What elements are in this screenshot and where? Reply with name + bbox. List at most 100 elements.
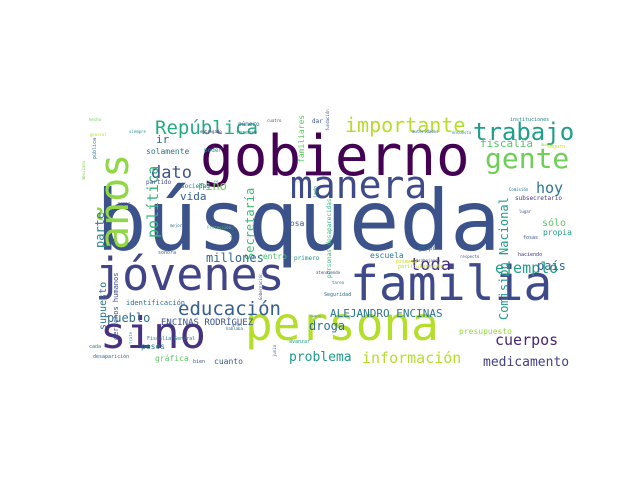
word-entregado: entregado	[200, 129, 222, 134]
word-autoridades: autoridades	[412, 129, 439, 134]
word-informar: informar	[230, 223, 235, 243]
word-sonora: sonora	[158, 250, 176, 256]
word-droga: droga	[309, 319, 345, 333]
word-pueblo: pueblo	[107, 311, 150, 325]
word-forense: forense	[236, 130, 257, 136]
word-seguro: seguro	[547, 144, 565, 150]
word-trabajando: trabajando	[416, 258, 441, 263]
word-personas-desaparecidas: personas desaparecidas	[326, 198, 333, 278]
word-hoy: hoy	[536, 179, 563, 197]
word-busqueda: búsqueda	[96, 172, 501, 270]
word-mayor: mayor	[118, 201, 131, 206]
word-publica: pública	[91, 138, 98, 159]
word-fiscalia: fiscalía	[480, 137, 533, 150]
word-siempre: siempre	[129, 129, 146, 134]
word-sociedad: sociedad	[181, 183, 210, 190]
word-general: general	[90, 132, 107, 137]
word-cambio: cambio	[310, 314, 321, 318]
word-encuesta: encuesta	[452, 130, 472, 135]
word-ir: ir	[156, 133, 170, 146]
word-parte: parte	[93, 212, 107, 248]
word-mexicano: mexicano	[81, 160, 86, 180]
word-trabajo: trabajo	[473, 118, 574, 146]
word-atendiendo: atendiendo	[316, 270, 341, 275]
word-cuerpos: cuerpos	[495, 331, 558, 349]
word-gobernacion: Gobernación	[258, 273, 263, 300]
word-junio: junio	[272, 344, 277, 357]
word-poder: poder	[204, 147, 222, 154]
word-educacion: educación	[178, 298, 281, 320]
word-propia: propia	[543, 228, 572, 237]
word-ejemplo: ejemplo	[495, 259, 558, 277]
word-grafica: gráfica	[155, 354, 189, 363]
word-cada: cada	[89, 344, 101, 350]
word-fosas: fosas	[523, 235, 538, 241]
word-familia: familia	[350, 256, 552, 312]
word-subsecretario: subsecretario	[515, 195, 562, 202]
word-millones: millones	[206, 251, 264, 265]
word-avanzar: avanzar	[289, 339, 310, 345]
word-primero: primero	[294, 255, 320, 262]
word-dar: dar	[312, 118, 323, 125]
word-grupo: grupo	[418, 245, 436, 252]
word-solo: sólo	[542, 217, 566, 229]
word-supuesto: supuesto	[98, 282, 109, 330]
word-presupuesto: presupuesto	[459, 327, 512, 336]
word-gente: gente	[485, 142, 569, 175]
word-comision: Comisión	[509, 187, 529, 192]
word-vida: vida	[180, 190, 207, 203]
word-hecho: hecho	[89, 117, 102, 122]
word-primera: primera	[396, 259, 417, 265]
word-lado: lado	[313, 186, 319, 198]
word-tarea: tarea	[332, 280, 345, 285]
word-solamente: solamente	[146, 147, 190, 156]
word-mucho: mucho	[541, 142, 554, 147]
word-bien: bien	[193, 359, 205, 365]
word-dato: dato	[151, 163, 192, 183]
word-seguridad: Seguridad	[324, 292, 351, 298]
word-encinas-rodriguez: ENCINAS RODRÍGUEZ	[161, 316, 254, 328]
word-importante: importante	[345, 113, 465, 137]
word-medicamento: medicamento	[483, 355, 569, 370]
word-persona: persona	[245, 297, 439, 351]
word-particularmente: particularmente	[398, 264, 443, 270]
word-republica: República	[155, 117, 258, 139]
word-alejandro-encinas: ALEJANDRO ENCINAS	[330, 307, 443, 320]
word-derechos-humanos: derechos humanos	[112, 273, 120, 340]
word-informacion: información	[362, 349, 461, 367]
word-gran: gran	[232, 322, 242, 327]
word-identificacion: identificación	[126, 299, 185, 307]
word-fiscalia-general: Fiscalía General	[147, 335, 195, 342]
word-manera: manera	[290, 163, 427, 207]
word-centro: centro	[258, 252, 287, 261]
word-escuela: escuela	[370, 251, 404, 260]
word-pesos: pesos	[141, 342, 165, 351]
word-desaparicion: desaparición	[93, 353, 129, 360]
word-toda: toda	[410, 255, 451, 275]
word-haciendo: haciendo	[518, 252, 542, 258]
word-partido: partido	[146, 179, 172, 186]
word-secretaria: Secretaría	[243, 188, 257, 260]
word-pais: país	[537, 259, 566, 273]
word-problema: problema	[289, 350, 352, 365]
word-cuatro: cuatro	[267, 118, 282, 123]
word-politica: política	[144, 166, 162, 238]
word-familiares: familiares	[297, 115, 306, 163]
word-proteccion: Protección	[207, 225, 232, 230]
word-anos: años	[92, 154, 138, 250]
word-comision-nacional: Comisión Nacional	[497, 197, 511, 320]
word-jovenes: jóvenes	[95, 248, 285, 301]
word-numero: número	[238, 121, 260, 128]
word-instituciones: instituciones	[510, 117, 549, 123]
word-nino: niño	[198, 179, 227, 193]
word-respecto: respecto	[460, 254, 480, 259]
word-fundacion: fundación	[325, 109, 330, 131]
word-trate: trate	[128, 331, 133, 344]
word-hablaba: hablaba	[226, 326, 243, 331]
word-cuanto: cuanto	[214, 357, 243, 366]
word-cosa: cosa	[285, 219, 304, 228]
word-mejor: mejor	[170, 223, 183, 228]
